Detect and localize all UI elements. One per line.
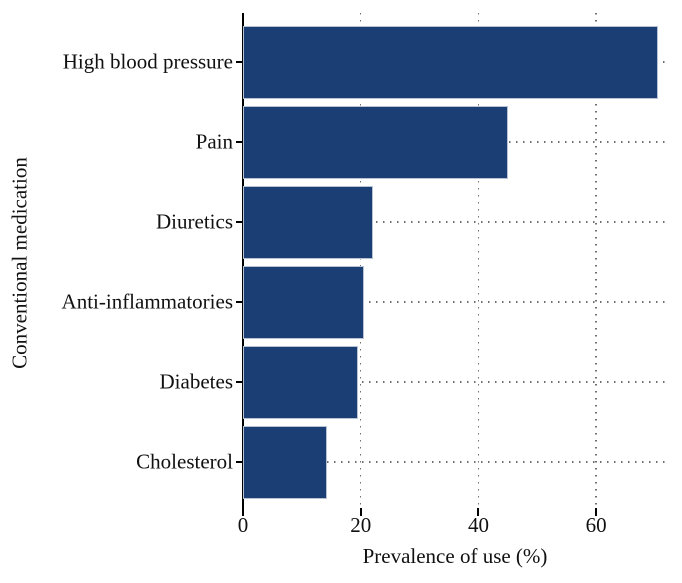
bar bbox=[243, 105, 508, 179]
x-tick-label: 40 bbox=[467, 513, 489, 537]
x-axis-tick bbox=[359, 508, 362, 516]
y-axis-tick bbox=[236, 461, 243, 463]
bar bbox=[243, 345, 358, 419]
x-axis-tick bbox=[477, 508, 480, 516]
category-label: Pain bbox=[195, 129, 233, 154]
bar bbox=[243, 425, 328, 499]
horizontal-gridline bbox=[243, 381, 668, 383]
plot-area bbox=[242, 13, 668, 515]
y-axis-spine bbox=[242, 13, 244, 515]
category-label: Diuretics bbox=[156, 209, 233, 234]
bar bbox=[243, 25, 658, 99]
x-tick-label: 60 bbox=[585, 513, 607, 537]
y-axis-title: Conventional medication bbox=[7, 157, 32, 369]
category-label: Diabetes bbox=[159, 369, 233, 394]
category-label: Anti-inflammatories bbox=[61, 289, 233, 314]
horizontal-gridline bbox=[243, 221, 668, 223]
x-axis-tick bbox=[242, 508, 244, 516]
y-axis-tick bbox=[236, 221, 243, 223]
horizontal-gridline bbox=[243, 301, 668, 303]
bar bbox=[243, 265, 364, 339]
category-label: High blood pressure bbox=[62, 49, 233, 74]
vertical-gridline bbox=[359, 13, 362, 508]
y-axis-tick bbox=[236, 301, 243, 303]
bar bbox=[243, 185, 373, 259]
x-tick-label: 20 bbox=[350, 513, 372, 537]
x-axis-tick bbox=[595, 508, 598, 516]
vertical-gridline bbox=[477, 13, 480, 508]
horizontal-gridline bbox=[243, 461, 668, 463]
y-axis-tick bbox=[236, 61, 243, 63]
x-axis-title: Prevalence of use (%) bbox=[362, 544, 548, 568]
vertical-gridline bbox=[595, 13, 597, 508]
category-label: Cholesterol bbox=[136, 449, 233, 474]
y-axis-tick bbox=[236, 381, 243, 383]
y-axis-tick bbox=[236, 141, 243, 143]
x-tick-label: 0 bbox=[237, 513, 249, 537]
